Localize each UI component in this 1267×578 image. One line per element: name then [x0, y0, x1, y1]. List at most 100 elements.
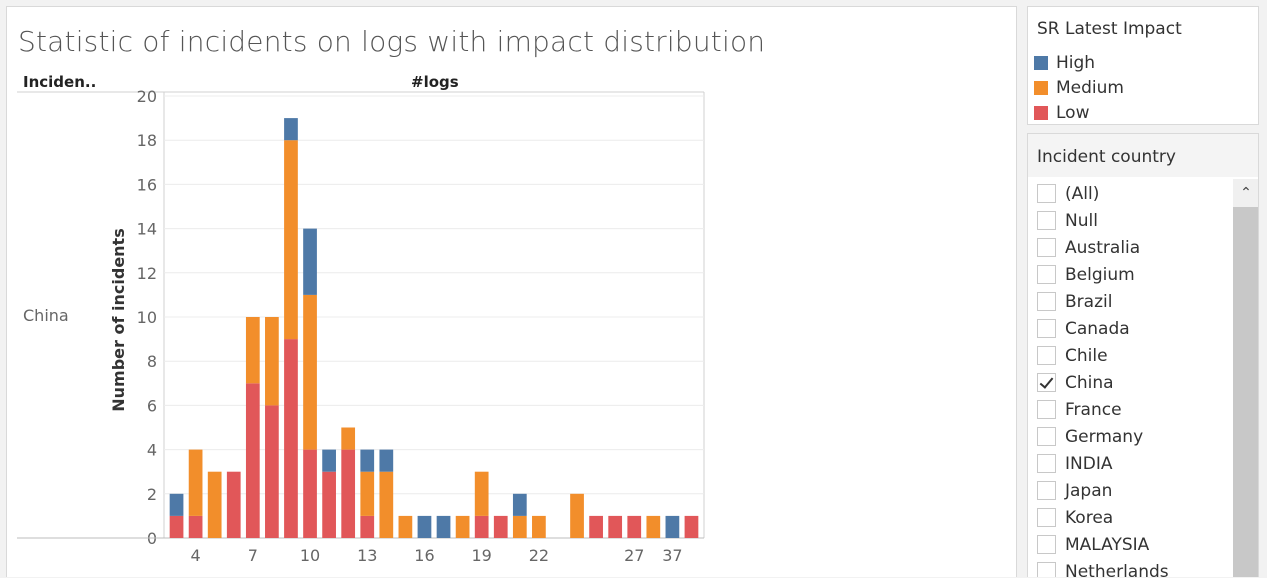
bar-medium-24: [570, 493, 584, 538]
x-tick-label: 16: [414, 546, 434, 565]
bar-high-10: [303, 228, 317, 295]
checkbox[interactable]: [1037, 265, 1056, 284]
checkbox[interactable]: [1037, 373, 1056, 392]
bar-low-6: [226, 471, 241, 538]
filter-item-australia[interactable]: Australia: [1037, 234, 1140, 261]
y-tick-label: 2: [147, 485, 157, 504]
checkbox[interactable]: [1037, 400, 1056, 419]
y-tick-label: 6: [147, 396, 157, 415]
y-tick-label: 18: [137, 131, 157, 150]
chevron-up-icon[interactable]: ⌃: [1233, 179, 1258, 207]
legend-label: Low: [1056, 103, 1090, 123]
checkbox[interactable]: [1037, 211, 1056, 230]
x-tick-label: 4: [191, 546, 201, 565]
filter-item-label: INDIA: [1065, 453, 1113, 474]
y-tick-label: 14: [137, 220, 157, 239]
country-filter-panel: Incident country (All) Null Australia Belgi…: [1027, 133, 1259, 577]
bar-high-11: [322, 449, 336, 472]
y-tick-label: 8: [147, 352, 157, 371]
filter-item-canada[interactable]: Canada: [1037, 315, 1130, 342]
checkbox[interactable]: [1037, 454, 1056, 473]
bar-low-19: [474, 515, 489, 538]
bar-high-37: [665, 515, 680, 538]
bar-low-8: [265, 405, 279, 538]
bar-medium-4: [188, 449, 203, 516]
filter-item-malaysia[interactable]: MALAYSIA: [1037, 531, 1149, 558]
bar-medium-22: [532, 515, 546, 538]
bar-low-20: [493, 515, 508, 538]
bar-medium-28: [646, 515, 661, 538]
bar-medium-21: [512, 515, 527, 538]
bar-low-12: [341, 449, 356, 538]
filter-item-label: Germany: [1065, 426, 1144, 447]
filter-item-label: Chile: [1065, 345, 1108, 366]
filter-item-label: China: [1065, 372, 1114, 393]
bar-medium-10: [303, 294, 317, 450]
filter-item-label: MALAYSIA: [1065, 534, 1150, 555]
x-tick-label: 27: [624, 546, 644, 565]
filter-item-netherlands[interactable]: Netherlands: [1037, 558, 1169, 577]
filter-item-label: Korea: [1065, 507, 1114, 528]
filter-item-brazil[interactable]: Brazil: [1037, 288, 1112, 315]
filter-item-label: Japan: [1065, 480, 1113, 501]
checkbox[interactable]: [1037, 238, 1056, 257]
bar-low-9: [284, 339, 298, 538]
checkbox[interactable]: [1037, 481, 1056, 500]
filter-item-all[interactable]: (All): [1037, 180, 1099, 207]
checkbox[interactable]: [1037, 535, 1056, 554]
legend-label: Medium: [1056, 78, 1124, 98]
y-tick-label: 16: [137, 175, 157, 194]
filter-item-japan[interactable]: Japan: [1037, 477, 1112, 504]
filter-item-label: Australia: [1065, 237, 1141, 258]
x-tick-label: 13: [357, 546, 377, 565]
bar-low-10: [303, 449, 317, 538]
filter-item-chile[interactable]: Chile: [1037, 342, 1108, 369]
bar-low-25: [589, 515, 603, 538]
y-tick-label: 20: [137, 87, 157, 106]
legend-panel: SR Latest Impact High Medium Low: [1027, 6, 1259, 125]
checkbox[interactable]: [1037, 346, 1056, 365]
filter-item-france[interactable]: France: [1037, 396, 1122, 423]
filter-item-label: Brazil: [1065, 291, 1113, 312]
filter-item-label: Null: [1065, 210, 1098, 231]
filter-item-germany[interactable]: Germany: [1037, 423, 1143, 450]
bar-medium-7: [245, 317, 260, 384]
filter-item-india[interactable]: INDIA: [1037, 450, 1112, 477]
checkbox[interactable]: [1037, 427, 1056, 446]
filter-item-label: France: [1065, 399, 1122, 420]
checkbox[interactable]: [1037, 562, 1056, 577]
filter-item-null[interactable]: Null: [1037, 207, 1098, 234]
filter-item-china[interactable]: China: [1037, 369, 1114, 396]
bar-high-14: [379, 449, 394, 472]
bar-low-40: [684, 515, 699, 538]
filter-item-belgium[interactable]: Belgium: [1037, 261, 1135, 288]
legend-title: SR Latest Impact: [1037, 19, 1182, 39]
y-tick-label: 4: [147, 441, 157, 460]
checkbox[interactable]: [1037, 508, 1056, 527]
legend-item-low[interactable]: Low: [1034, 102, 1089, 124]
checkbox[interactable]: [1037, 184, 1056, 203]
filter-item-korea[interactable]: Korea: [1037, 504, 1113, 531]
checkbox[interactable]: [1037, 319, 1056, 338]
y-tick-label: 10: [137, 308, 157, 327]
filter-item-label: Netherlands: [1065, 561, 1169, 578]
legend-swatch: [1034, 56, 1048, 70]
filter-item-label: Belgium: [1065, 264, 1135, 285]
row-header[interactable]: Inciden..: [23, 73, 97, 91]
scrollbar[interactable]: [1233, 179, 1258, 577]
bar-low-27: [627, 515, 642, 538]
bar-medium-18: [455, 515, 470, 538]
bar-low-3: [169, 515, 184, 538]
x-tick-label: 22: [529, 546, 549, 565]
x-tick-label: 19: [471, 546, 491, 565]
legend-item-medium[interactable]: Medium: [1034, 77, 1124, 99]
checkbox[interactable]: [1037, 292, 1056, 311]
bar-high-21: [512, 493, 527, 516]
legend-item-high[interactable]: High: [1034, 52, 1095, 74]
legend-swatch: [1034, 106, 1048, 120]
column-header[interactable]: #logs: [411, 73, 459, 91]
bar-high-3: [169, 493, 184, 516]
bar-low-11: [322, 471, 336, 538]
bar-medium-9: [284, 140, 298, 340]
